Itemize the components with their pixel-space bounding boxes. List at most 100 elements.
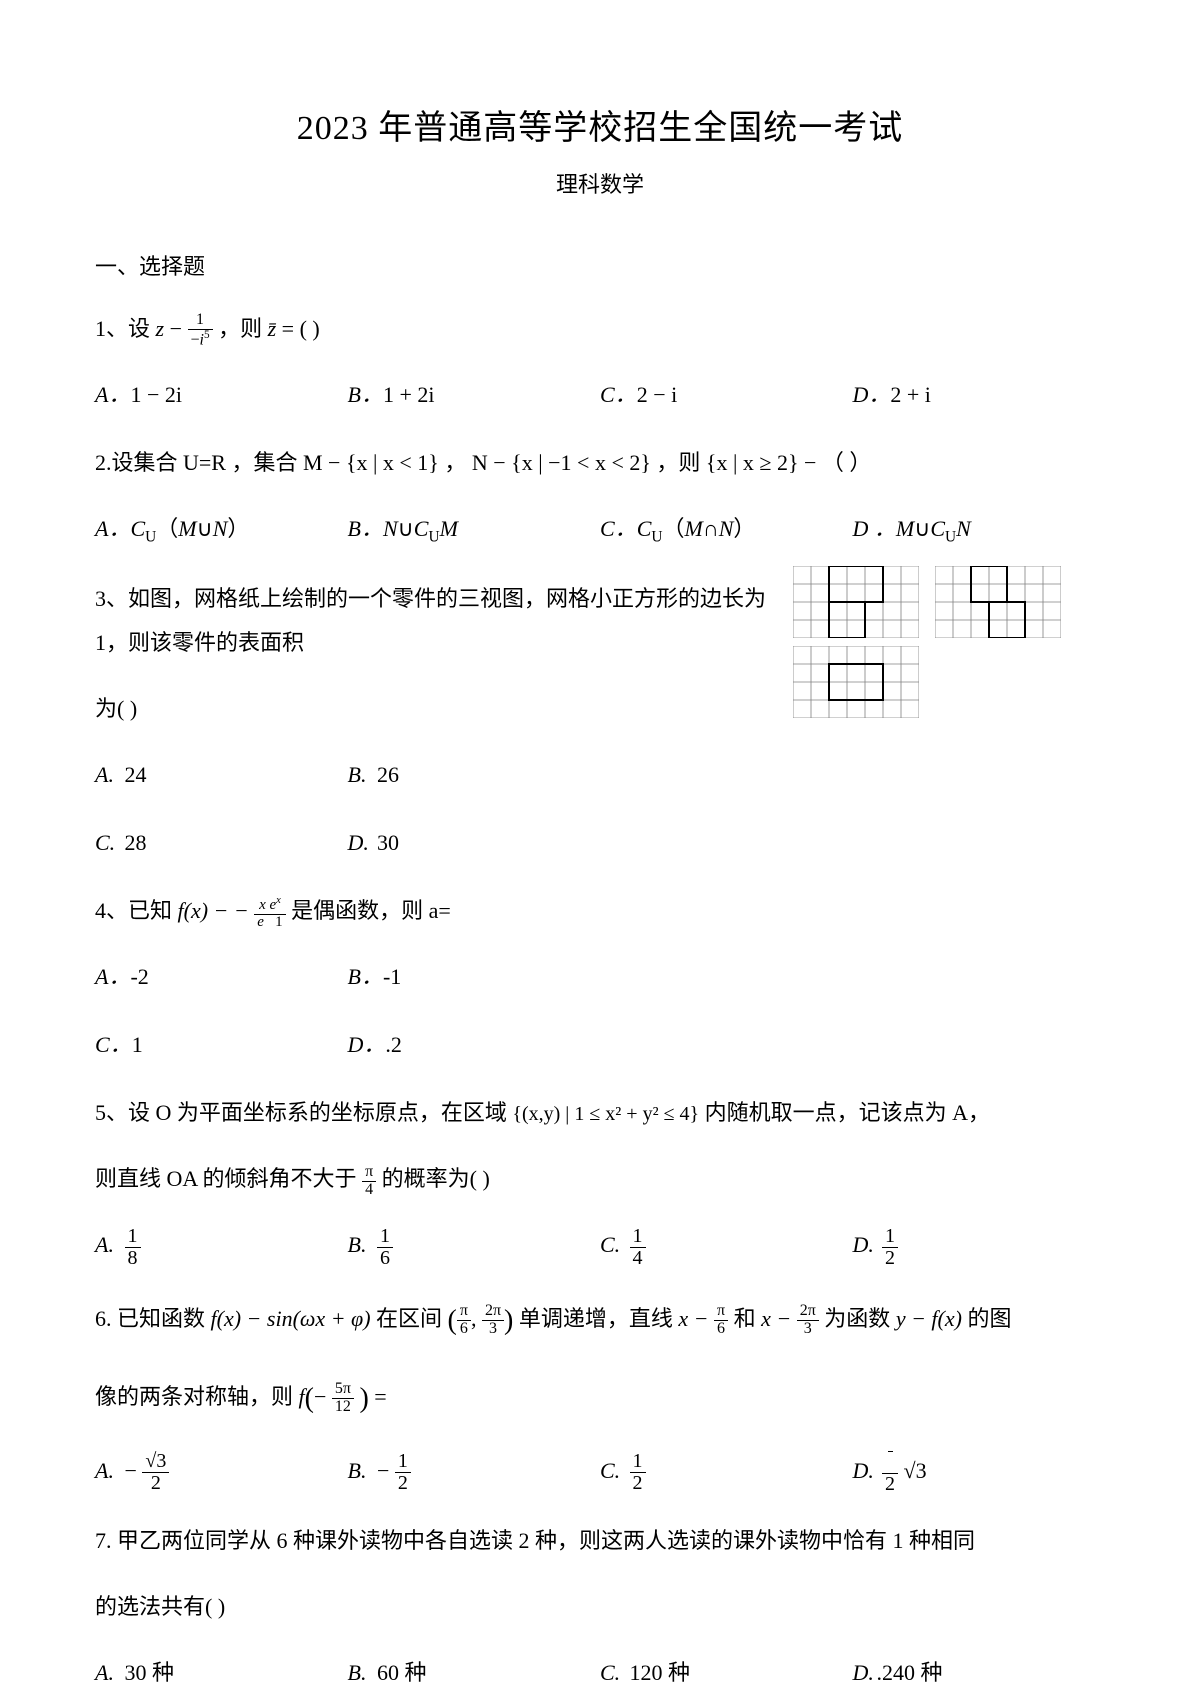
q6-optD: D. 2 √3: [853, 1449, 1106, 1495]
q6-optD-label: D.: [853, 1449, 877, 1493]
q2-options: A．CU（M∪N） B．N∪CUM C．CU（M∩N） D ．M∪CUN: [95, 507, 1105, 553]
q6-optD-sqrt: √3: [904, 1458, 927, 1483]
q5-optA-num: 1: [125, 1226, 141, 1248]
q6-x2: 2π3: [797, 1303, 819, 1338]
q6-argf: 5π12: [332, 1381, 354, 1416]
q1-optD-label: D．: [853, 373, 891, 417]
q2-optA-label: A．: [95, 507, 130, 551]
q4-stem: 4、已知 f(x) − − x ex e 1 是偶函数，则 a=: [95, 889, 1105, 933]
q5-optD-label: D.: [853, 1223, 877, 1267]
q1-optD-val: 2 + i: [890, 382, 931, 407]
q6-optC: C. 12: [600, 1449, 853, 1495]
q3-options-row2: C. 28 D. 30: [95, 821, 1105, 865]
q7-optA-label: A.: [95, 1651, 119, 1695]
q6-int-r-den: 3: [482, 1321, 504, 1338]
q6-optA-num: √3: [142, 1451, 169, 1473]
q4-optC-val: 1: [132, 1032, 143, 1057]
q4-frac-num: x ex: [259, 897, 281, 913]
q6-x1-den: 6: [714, 1321, 728, 1338]
q5-options: A. 18 B. 16 C. 14 D. 12: [95, 1223, 1105, 1268]
q5-optD-num: 1: [882, 1226, 898, 1248]
q1-optC-label: C．: [600, 373, 637, 417]
q2-optC-val: CU（M∩N）: [637, 516, 756, 541]
q4-optB-val: -1: [383, 964, 401, 989]
q6-x2-den: 3: [797, 1321, 819, 1338]
q7-optB: B. 60 种: [348, 1651, 601, 1695]
q7-optB-val: 60 种: [377, 1660, 427, 1685]
q5-optB-frac: 16: [377, 1226, 393, 1269]
q3-stem-l1: 3、如图，网格纸上绘制的一个零件的三视图，网格小正方形的边长为 1，则该零件的表…: [95, 586, 766, 655]
q3-optB-val: 26: [377, 762, 399, 787]
q5-optA-frac: 18: [125, 1226, 141, 1269]
q5-l2-a: 则直线 OA 的倾斜角不大于: [95, 1166, 362, 1191]
q5-optC-den: 4: [630, 1248, 646, 1269]
q6-e: 的图: [967, 1306, 1011, 1331]
q6-optC-num: 1: [630, 1451, 646, 1473]
q7-optB-label: B.: [348, 1651, 372, 1695]
q6-optA-sign: −: [125, 1458, 137, 1483]
q2-optD: D ．M∪CUN: [853, 507, 1106, 553]
q5-l1-b: 内随机取一点，记该点为 A，: [705, 1100, 990, 1125]
q1-optA-label: A．: [95, 373, 130, 417]
q2-stem: 2.设集合 U=R ，集合 M − {x | x < 1} ， N − {x |…: [95, 441, 1105, 485]
q3-optD-label: D.: [348, 821, 372, 865]
three-view-figure: [785, 562, 1105, 722]
q6-c: 单调递增，直线: [519, 1306, 673, 1331]
q1-frac-exp: 5: [204, 329, 210, 341]
q6-optC-frac: 12: [630, 1451, 646, 1494]
q3-optB: B. 26: [348, 753, 601, 797]
q3-optB-label: B.: [348, 753, 372, 797]
grid-view-2: [935, 566, 1061, 638]
q6-int-r: 2π3: [482, 1303, 504, 1338]
q5-l2-b: 的概率为( ): [382, 1166, 490, 1191]
q4-optC: C．1: [95, 1023, 348, 1067]
q1-frac-sep: −: [191, 332, 200, 349]
q5-pi4-num: π: [362, 1164, 376, 1182]
q4-optD-val: 2: [391, 1032, 402, 1057]
q1-pre: 1、设: [95, 316, 150, 341]
q6-int-l-num: π: [457, 1303, 471, 1321]
q6-optA-frac: √32: [142, 1451, 169, 1494]
q5-optC-label: C.: [600, 1223, 624, 1267]
q2-optD-label: D ．: [853, 507, 896, 551]
q6-interval: (: [448, 1305, 457, 1336]
q3-stem: 3、如图，网格纸上绘制的一个零件的三视图，网格小正方形的边长为 1，则该零件的表…: [95, 577, 785, 665]
q6-optB-frac: 12: [395, 1451, 411, 1494]
q3-optD: D. 30: [348, 821, 601, 865]
q4-fx: f(x) − −: [178, 898, 249, 923]
q7-optA-val: 30 种: [125, 1660, 175, 1685]
q6-optB-sign: −: [377, 1458, 389, 1483]
q1-optA-val: 1 − 2i: [130, 382, 182, 407]
q3-options-row1: A. 24 B. 26: [95, 753, 1105, 797]
q6-optC-den: 2: [630, 1473, 646, 1494]
q1-frac: 1 −i5: [188, 312, 213, 349]
q4-frac: x ex e 1: [254, 895, 285, 931]
q1-optC-val: 2 − i: [637, 382, 678, 407]
q7-optC-label: C.: [600, 1651, 624, 1695]
q7-options: A. 30 种 B. 60 种 C. 120 种 D..240 种: [95, 1651, 1105, 1695]
q2-optA: A．CU（M∪N）: [95, 507, 348, 553]
q6-optA: A. − √32: [95, 1449, 348, 1495]
section-heading: 一、选择题: [95, 249, 1105, 281]
q2-optC: C．CU（M∩N）: [600, 507, 853, 553]
q7-optA: A. 30 种: [95, 1651, 348, 1695]
q2-stem-text: 2.设集合 U=R ，集合 M − {x | x < 1} ， N − {x |…: [95, 450, 871, 475]
q7-stem-l1: 7. 甲乙两位同学从 6 种课外读物中各自选读 2 种，则这两人选读的课外读物中…: [95, 1519, 1105, 1563]
q7-optD-val: 240 种: [882, 1660, 943, 1685]
q1-zbar: z̄: [268, 316, 277, 341]
q3-stem-l2: 为( ): [95, 696, 137, 721]
q4-optA-val: -2: [130, 964, 148, 989]
q4-pre: 4、已知: [95, 898, 172, 923]
q5-optC-frac: 14: [630, 1226, 646, 1269]
q6-x1: π6: [714, 1303, 728, 1338]
q3-optD-val: 30: [377, 830, 399, 855]
q2-optB: B．N∪CUM: [348, 507, 601, 553]
q5-optC-num: 1: [630, 1226, 646, 1248]
q5-optA: A. 18: [95, 1223, 348, 1268]
q1-frac-num: 1: [196, 311, 204, 328]
q1-optC: C．2 − i: [600, 373, 853, 417]
q6-stem-l2: 像的两条对称轴，则 f(− 5π12 ) =: [95, 1371, 1105, 1427]
q2-optB-val: N∪CUM: [383, 516, 458, 541]
q1-optB: B．1 + 2i: [348, 373, 601, 417]
q1-stem: 1、设 z − 1 −i5 ，则 z̄ = ( ): [95, 307, 1105, 351]
